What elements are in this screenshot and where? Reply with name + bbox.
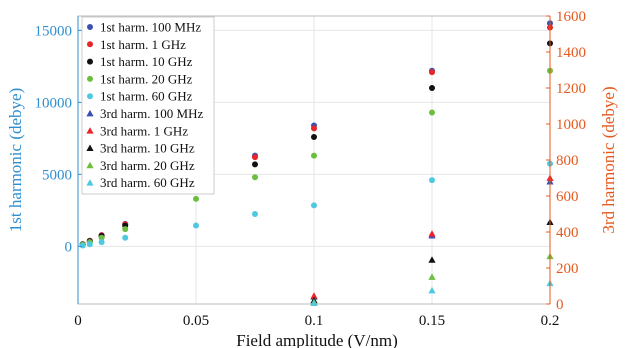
data-point — [79, 242, 86, 249]
right-tick-label: 400 — [556, 225, 579, 241]
legend-entry: 3rd harm. 10 GHz — [100, 141, 195, 156]
data-point — [86, 241, 93, 248]
x-axis-label: Field amplitude (V/nm) — [236, 331, 397, 348]
right-tick-label: 1400 — [556, 45, 586, 61]
legend: 1st harm. 100 MHz 1st harm. 1 GHz 1st harm… — [81, 16, 215, 195]
legend-marker — [86, 144, 94, 151]
legend-marker — [86, 179, 94, 186]
legend-marker — [86, 109, 94, 117]
x-tick-label: 0.1 — [305, 313, 324, 329]
data-point — [193, 195, 199, 202]
data-point — [310, 292, 318, 299]
data-point — [429, 85, 435, 91]
x-tick-label: 0 — [74, 313, 82, 329]
data-point — [428, 273, 436, 280]
legend-marker — [86, 161, 94, 169]
data-point — [252, 154, 258, 161]
right-tick-label: 600 — [556, 189, 579, 205]
legend-marker — [87, 41, 93, 48]
left-tick-label: 10000 — [35, 95, 73, 111]
data-point — [252, 211, 258, 217]
right-tick-label: 1000 — [556, 117, 586, 133]
data-point — [252, 161, 258, 168]
legend-marker — [87, 93, 93, 100]
right-axis-label: 3rd harmonic (debye) — [599, 86, 618, 233]
data-point — [310, 299, 318, 306]
legend-entry: 1st harm. 1 GHz — [100, 37, 186, 52]
legend-marker — [87, 75, 93, 82]
right-tick-label: 200 — [556, 261, 579, 277]
right-tick-label: 0 — [556, 297, 564, 313]
legend-box — [81, 16, 215, 195]
data-point — [311, 125, 317, 132]
legend-entry: 1st harm. 60 GHz — [100, 89, 193, 104]
legend-entry: 1st harm. 10 GHz — [100, 54, 193, 69]
left-axis-label: 1st harmonic (debye) — [6, 88, 25, 232]
data-point — [311, 133, 317, 140]
left-tick-label: 5000 — [42, 167, 72, 183]
legend-marker — [87, 58, 93, 65]
data-point — [311, 152, 317, 159]
legend-entry: 3rd harm. 20 GHz — [100, 158, 195, 173]
legend-entry: 3rd harm. 60 GHz — [100, 175, 195, 190]
legend-entry: 3rd harm. 1 GHz — [100, 123, 188, 138]
data-point — [98, 239, 105, 246]
data-point — [429, 109, 435, 116]
data-point — [311, 202, 317, 209]
right-tick-label: 800 — [556, 153, 579, 169]
legend-marker — [86, 127, 94, 134]
right-tick-label: 1200 — [556, 81, 586, 97]
data-point — [428, 256, 436, 263]
data-point — [98, 234, 105, 241]
data-point — [193, 222, 199, 229]
ticks: 0 0.05 0.1 0.15 0.20500010000150000200400600… — [35, 9, 587, 329]
legend-entry: 3rd harm. 100 MHz — [100, 106, 203, 121]
right-tick-label: 1600 — [556, 9, 586, 25]
x-tick-label: 0.15 — [419, 313, 445, 329]
data-point — [122, 234, 129, 241]
left-tick-label: 15000 — [35, 23, 73, 39]
data-point — [428, 230, 436, 237]
data-point — [122, 226, 129, 233]
data-point — [252, 174, 258, 181]
left-tick-label: 0 — [65, 239, 73, 255]
data-point — [429, 69, 435, 76]
legend-marker — [87, 24, 93, 30]
x-tick-label: 0.05 — [183, 313, 209, 329]
data-point — [429, 177, 435, 184]
legend-entry: 1st harm. 20 GHz — [100, 71, 193, 86]
legend-entry: 1st harm. 100 MHz — [100, 20, 201, 35]
x-tick-label: 0.2 — [541, 313, 560, 329]
data-point — [428, 286, 436, 294]
